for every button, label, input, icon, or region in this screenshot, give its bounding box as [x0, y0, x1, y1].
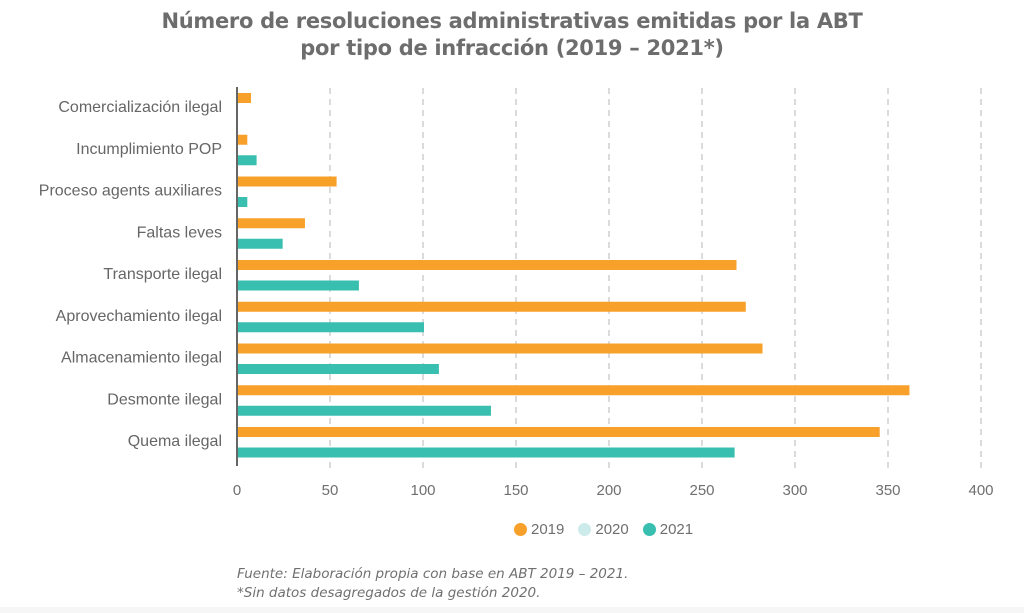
category-label: Desmonte ilegal	[107, 391, 222, 408]
x-tick-label: 50	[322, 482, 339, 499]
bar-2019-4	[238, 260, 737, 270]
bar-2019-1	[238, 134, 248, 145]
category-label: Transporte ilegal	[103, 266, 222, 283]
legend-item-2020[interactable]: 2020	[578, 521, 629, 538]
bar-2021-7	[238, 405, 491, 416]
x-tick-label: 0	[233, 482, 241, 499]
chart-title-line-2: por tipo de infracción (2019 – 2021*)	[300, 36, 724, 60]
legend-swatch-2019	[514, 523, 527, 536]
bar-2021-4	[238, 280, 359, 291]
legend-item-2021[interactable]: 2021	[642, 521, 694, 538]
x-tick-label: 100	[410, 482, 435, 499]
bar-2021-6	[238, 364, 439, 374]
bar-2019-7	[238, 385, 910, 396]
chart-title: Número de resoluciones administrativas e…	[0, 8, 1024, 62]
bar-2021-3	[238, 238, 283, 249]
source-note: Fuente: Elaboración propia con base en A…	[237, 565, 628, 603]
bar-2019-5	[238, 301, 746, 312]
category-label: Comercialización ilegal	[58, 99, 222, 116]
category-label: Proceso agents auxiliares	[39, 183, 222, 200]
x-tick-label: 150	[503, 482, 528, 499]
legend-item-2019[interactable]: 2019	[514, 521, 564, 538]
bottom-strip	[0, 607, 1024, 613]
legend-label-2020: 2020	[595, 521, 629, 538]
bar-2019-2	[238, 176, 337, 187]
x-tick-label: 200	[596, 482, 621, 499]
footnote-line: *Sin datos desagregados de la gestión 20…	[237, 585, 541, 601]
category-label: Almacenamiento ilegal	[61, 350, 222, 367]
legend-swatch-2021	[642, 523, 656, 536]
bars	[238, 93, 910, 458]
x-tick-label: 350	[875, 482, 900, 499]
x-tick-label: 300	[782, 482, 807, 499]
bar-2021-5	[238, 322, 424, 333]
category-label: Faltas leves	[137, 224, 222, 241]
bar-2019-3	[238, 218, 305, 229]
category-label: Aprovechamiento ilegal	[56, 308, 222, 325]
category-labels: Comercialización ilegal Incumplimiento PO…	[39, 99, 222, 450]
bar-2019-8	[238, 427, 880, 437]
category-label: Quema ilegal	[128, 433, 222, 450]
chart-title-line-1: Número de resoluciones administrativas e…	[161, 9, 863, 33]
bar-2019-6	[238, 343, 763, 354]
legend: 2019 2020 2021	[514, 521, 693, 538]
bar-2021-8	[238, 447, 735, 458]
bar-2019-0	[238, 93, 252, 103]
legend-swatch-2020	[578, 523, 592, 536]
x-tick-label: 250	[689, 482, 714, 499]
category-label: Incumplimiento POP	[76, 141, 222, 158]
x-tick-labels: 0 50 100 150 200 250 300 350 400	[233, 482, 994, 499]
bar-2021-1	[238, 155, 257, 166]
source-line: Fuente: Elaboración propia con base en A…	[237, 566, 629, 582]
legend-label-2021: 2021	[659, 521, 694, 538]
bar-2021-2	[238, 197, 248, 207]
legend-label-2019: 2019	[531, 521, 565, 538]
gridlines	[329, 88, 982, 470]
x-tick-label: 400	[968, 482, 993, 499]
